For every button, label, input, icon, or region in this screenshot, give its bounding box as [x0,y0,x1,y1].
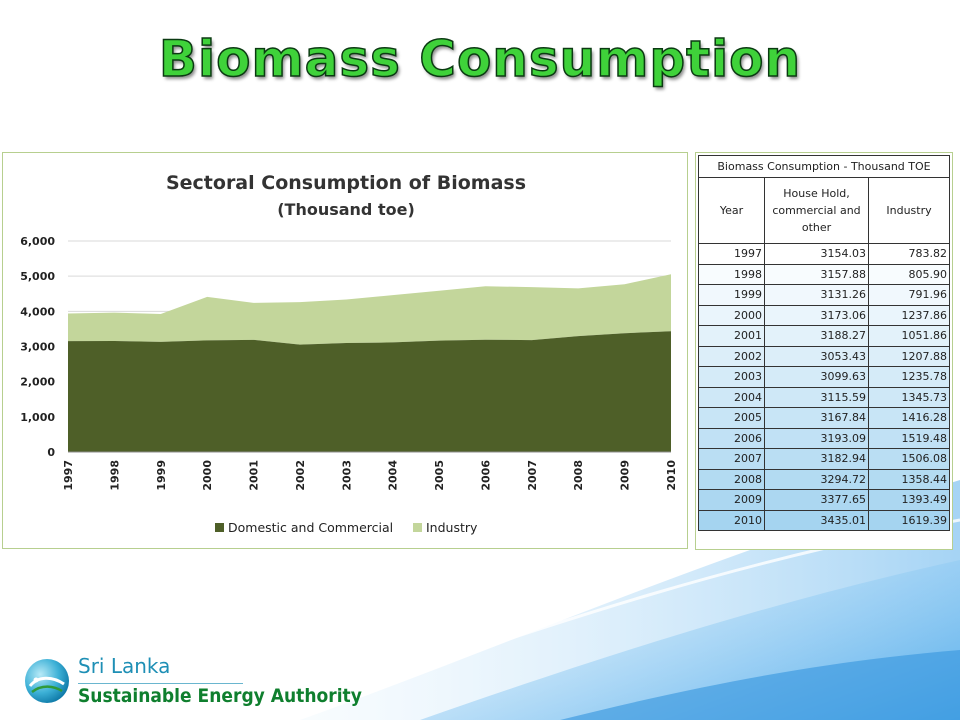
cell-year: 2010 [698,509,765,531]
x-tick-label: 1997 [62,460,75,491]
cell-household: 3053.43 [764,345,869,367]
cell-year: 2009 [698,489,765,511]
legend-swatch [215,523,224,532]
cell-year: 1998 [698,263,765,285]
logo-rule [78,683,243,684]
y-tick-label: 0 [47,446,55,459]
y-tick-label: 5,000 [20,270,55,283]
cell-household: 3193.09 [764,427,869,449]
cell-household: 3157.88 [764,263,869,285]
table-row: 1998 3157.88 805.90 [698,263,950,285]
cell-year: 1997 [698,243,765,265]
cell-year: 2005 [698,407,765,429]
cell-industry: 1345.73 [868,386,950,408]
table-row: 2006 3193.09 1519.48 [698,427,950,449]
x-tick-label: 2006 [479,460,492,491]
x-tick-label: 2002 [294,460,307,491]
x-tick-label: 2007 [526,460,539,491]
table-row: 2007 3182.94 1506.08 [698,448,950,470]
cell-year: 2001 [698,325,765,347]
cell-year: 2004 [698,386,765,408]
legend-swatch [413,523,422,532]
cell-year: 2003 [698,366,765,388]
consumption-table: Biomass Consumption - Thousand TOE Year … [698,155,950,531]
table-caption: Biomass Consumption - Thousand TOE [698,155,950,178]
header-industry: Industry [868,177,950,244]
cell-household: 3377.65 [764,489,869,511]
sea-logo-icon [25,659,69,703]
cell-household: 3099.63 [764,366,869,388]
table-panel: Biomass Consumption - Thousand TOE Year … [695,152,953,550]
x-tick-label: 1999 [155,460,168,491]
x-tick-label: 2001 [248,460,261,491]
area-chart: Sectoral Consumption of Biomass (Thousand… [20,172,678,535]
table-row: 2002 3053.43 1207.88 [698,345,950,367]
x-tick-label: 2003 [340,460,353,491]
legend-label: Industry [426,520,478,535]
cell-industry: 1619.39 [868,509,950,531]
x-tick-label: 2005 [433,460,446,491]
cell-industry: 783.82 [868,243,950,265]
x-tick-label: 2010 [665,460,678,491]
table-row: 1997 3154.03 783.82 [698,243,950,265]
chart-subtitle: (Thousand toe) [277,200,415,219]
cell-industry: 1358.44 [868,468,950,490]
x-tick-label: 2000 [201,460,214,491]
chart-panel: Sectoral Consumption of Biomass (Thousand… [2,152,688,549]
cell-year: 2008 [698,468,765,490]
cell-industry: 1051.86 [868,325,950,347]
cell-household: 3167.84 [764,407,869,429]
slide-title: Biomass Consumption [158,29,802,89]
cell-industry: 1506.08 [868,448,950,470]
table-row: 2009 3377.65 1393.49 [698,489,950,511]
area-domestic-commercial [68,331,671,452]
cell-year: 2002 [698,345,765,367]
cell-household: 3173.06 [764,304,869,326]
cell-industry: 791.96 [868,284,950,306]
cell-industry: 1237.86 [868,304,950,326]
header-year: Year [698,177,765,244]
cell-year: 2007 [698,448,765,470]
cell-household: 3115.59 [764,386,869,408]
cell-household: 3154.03 [764,243,869,265]
y-tick-label: 4,000 [20,305,55,318]
x-tick-label: 2009 [619,460,632,491]
cell-household: 3131.26 [764,284,869,306]
cell-year: 2006 [698,427,765,449]
cell-household: 3182.94 [764,448,869,470]
cell-industry: 1207.88 [868,345,950,367]
y-tick-label: 3,000 [20,341,55,354]
cell-household: 3435.01 [764,509,869,531]
table-row: 2003 3099.63 1235.78 [698,366,950,388]
table-row: 2010 3435.01 1619.39 [698,509,950,531]
area-industry [68,274,671,345]
table-row: 2005 3167.84 1416.28 [698,407,950,429]
logo-line1: Sri Lanka [78,654,171,678]
cell-industry: 805.90 [868,263,950,285]
table-row: 2008 3294.72 1358.44 [698,468,950,490]
table-row: 1999 3131.26 791.96 [698,284,950,306]
cell-household: 3188.27 [764,325,869,347]
chart-title: Sectoral Consumption of Biomass [166,172,526,194]
logo-line2: Sustainable Energy Authority [78,685,362,707]
y-tick-label: 1,000 [20,411,55,424]
logo: Sri Lanka Sustainable Energy Authority [22,652,362,712]
cell-industry: 1416.28 [868,407,950,429]
cell-industry: 1393.49 [868,489,950,511]
cell-year: 2000 [698,304,765,326]
cell-industry: 1519.48 [868,427,950,449]
y-tick-label: 2,000 [20,376,55,389]
cell-year: 1999 [698,284,765,306]
x-tick-label: 2008 [572,460,585,491]
x-tick-label: 1998 [108,460,121,491]
cell-industry: 1235.78 [868,366,950,388]
cell-household: 3294.72 [764,468,869,490]
table-row: 2004 3115.59 1345.73 [698,386,950,408]
x-tick-label: 2004 [387,460,400,491]
table-row: 2000 3173.06 1237.86 [698,304,950,326]
y-tick-label: 6,000 [20,235,55,248]
table-row: 2001 3188.27 1051.86 [698,325,950,347]
legend-label: Domestic and Commercial [228,520,393,535]
header-household: House Hold, commercial and other [764,177,869,244]
